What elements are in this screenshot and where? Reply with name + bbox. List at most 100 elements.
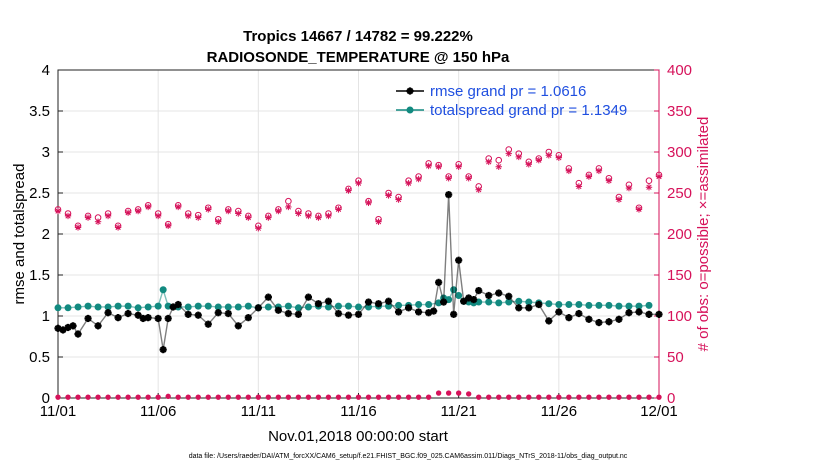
rmse-point [344,311,353,319]
rmse-point [174,300,182,309]
obs-rejected-point [465,391,472,397]
obs-rejected-point [125,394,131,400]
rmse-point [430,307,438,315]
obs-assimilated-point [455,163,462,170]
obs-rejected-point [576,394,582,400]
obs-rejected-point [65,394,71,400]
rmse-point [374,300,383,308]
obs-rejected-point [85,394,91,400]
obs-assimilated-point [625,184,633,192]
obs-rejected-point [375,394,382,400]
obs-assimilated-point [395,196,402,203]
obs-rejected-point [435,390,442,396]
obs-rejected-point [516,394,522,400]
obs-assimilated-point [285,203,292,211]
totalspread-point [555,301,563,309]
rmse-point [254,304,262,312]
obs-rejected-point [445,390,452,396]
y-right-tick-label: 50 [667,349,684,366]
totalspread-point [234,303,242,311]
totalspread-point [244,302,252,310]
rmse-point [435,278,443,286]
rmse-point [404,304,413,312]
rmse-point [515,304,523,312]
obs-assimilated-point [185,212,192,220]
obs-assimilated-point [595,167,603,175]
obs-rejected-point [235,394,242,400]
obs-rejected-point [455,390,462,396]
obs-assimilated-point [515,153,522,161]
obs-assimilated-point [54,207,62,215]
y-left-tick-label: 4 [42,62,50,79]
obs-rejected-point [626,394,632,400]
obs-assimilated-point [655,173,663,180]
obs-assimilated-point [205,206,212,213]
y-left-tick-label: 1.5 [29,267,50,284]
obs-rejected-point [145,394,151,400]
y-axis-left-label: rmse and totalspread [11,164,28,305]
rmse-point [224,309,232,318]
totalspread-point [184,303,192,311]
totalspread-point [585,301,593,309]
obs-rejected-point [365,394,372,400]
obs-assimilated-point [615,196,623,203]
rmse-point [545,317,553,325]
totalspread-point [355,303,362,311]
y-right-tick-label: 300 [667,144,692,161]
rmse-point [194,311,202,319]
totalspread-point [344,302,352,310]
totalspread-point [194,302,202,310]
totalspread-point [515,297,523,305]
legend: rmse grand pr = 1.0616 totalspread grand… [396,83,627,119]
obs-rejected-point [55,394,61,400]
obs-rejected-point [75,394,81,400]
rmse-point [615,315,623,323]
chart-title-line-2: RADIOSONDE_TEMPERATURE @ 150 hPa [207,49,510,66]
totalspread-point [64,304,72,312]
totalspread-point [395,301,403,309]
x-tick-label: 11/01 [40,403,76,420]
chart-title-line-1: Tropics 14667 / 14782 = 99.222% [243,28,473,45]
obs-possible-point [645,177,653,184]
rmse-point [525,304,533,312]
totalspread-point [294,304,302,312]
obs-assimilated-point [325,212,332,220]
obs-assimilated-point [415,175,422,183]
obs-assimilated-point [84,214,92,221]
obs-assimilated-point [335,206,342,213]
obs-rejected-point [205,394,211,400]
totalspread-point [204,302,212,310]
rmse-point [284,309,292,318]
y-left-tick-label: 3.5 [29,103,50,120]
totalspread-point [144,303,152,311]
x-tick-label: 11/11 [241,403,276,420]
y-right-tick-label: 200 [667,226,692,243]
rmse-point [655,310,663,318]
totalspread-point [134,304,142,312]
obs-rejected-point [385,394,392,400]
obs-assimilated-point [225,207,232,215]
totalspread-point [214,303,222,311]
rmse-point [575,309,583,318]
obs-rejected-point [115,394,121,400]
obs-assimilated-point [195,214,202,221]
obs-assimilated-point [265,214,272,221]
rmse-point [234,322,242,330]
obs-assimilated-point [74,224,82,231]
obs-rejected-point [496,394,502,400]
footnote-data-file: data file: /Users/raeder/DAI/ATM_forcXX/… [189,453,628,460]
rmse-point [104,309,112,317]
obs-rejected-point [105,394,111,400]
x-tick-label: 11/26 [541,403,577,420]
obs-assimilated-point [305,212,312,220]
totalspread-point [224,303,232,311]
obs-assimilated-point [295,210,302,217]
obs-assimilated-point [385,192,392,199]
obs-rejected-point [596,394,602,400]
obs-rejected-point [195,394,201,400]
obs-rejected-point [656,394,662,400]
rmse-point [455,256,463,264]
rmse-point [314,300,323,308]
obs-assimilated-point [134,207,142,215]
y-left-tick-label: 1 [42,308,50,325]
